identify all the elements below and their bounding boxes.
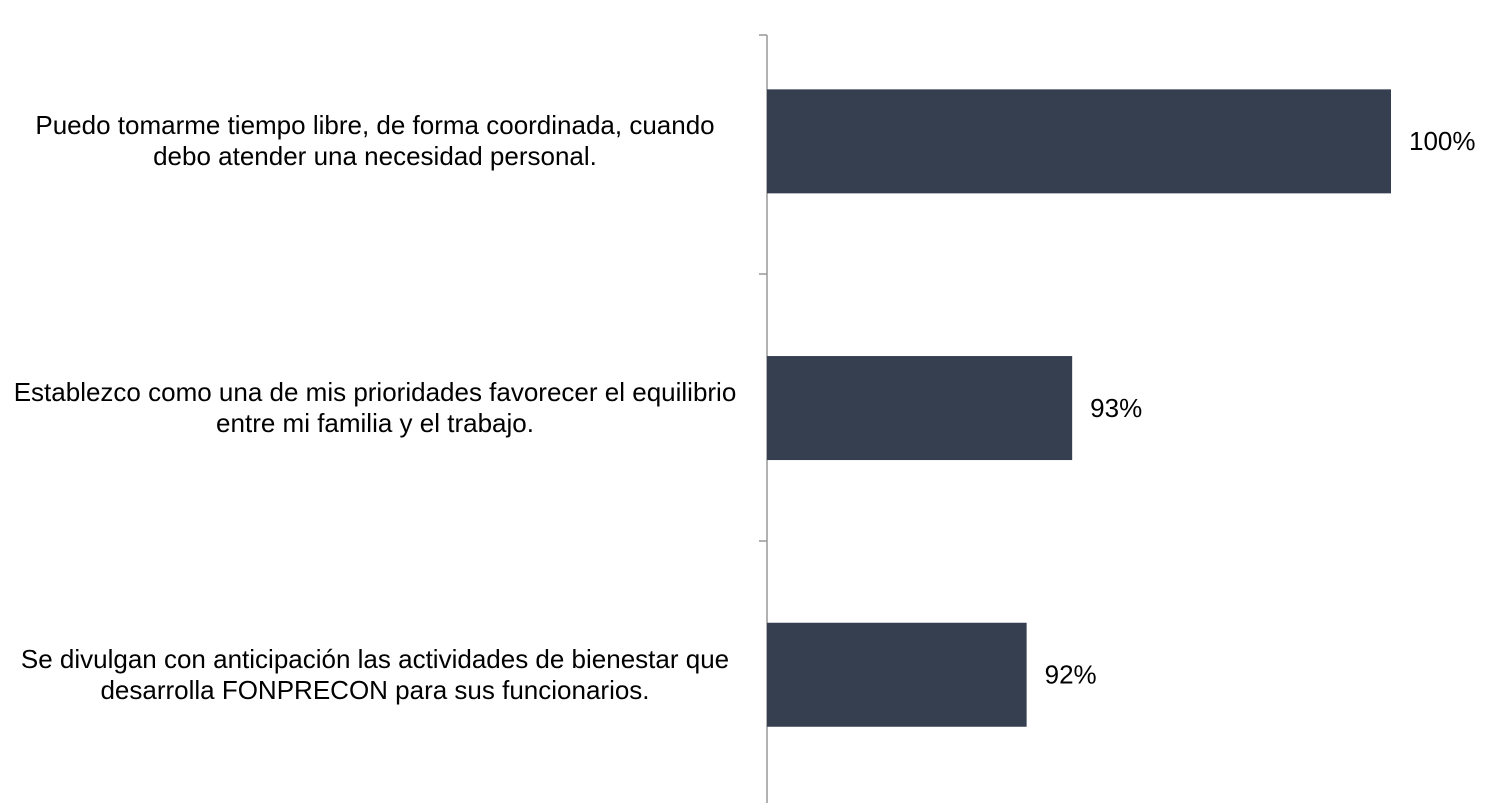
bar bbox=[767, 89, 1391, 194]
value-label: 92% bbox=[1045, 660, 1097, 690]
category-label: Establezco como una de mis prioridades f… bbox=[13, 377, 737, 439]
category-label: Puedo tomarme tiempo libre, de forma coo… bbox=[35, 110, 715, 172]
bar bbox=[767, 622, 1027, 727]
category-label: Se divulgan con anticipación las activid… bbox=[20, 643, 730, 705]
value-label: 100% bbox=[1409, 126, 1476, 156]
value-label: 93% bbox=[1090, 393, 1142, 423]
bar bbox=[767, 356, 1073, 461]
